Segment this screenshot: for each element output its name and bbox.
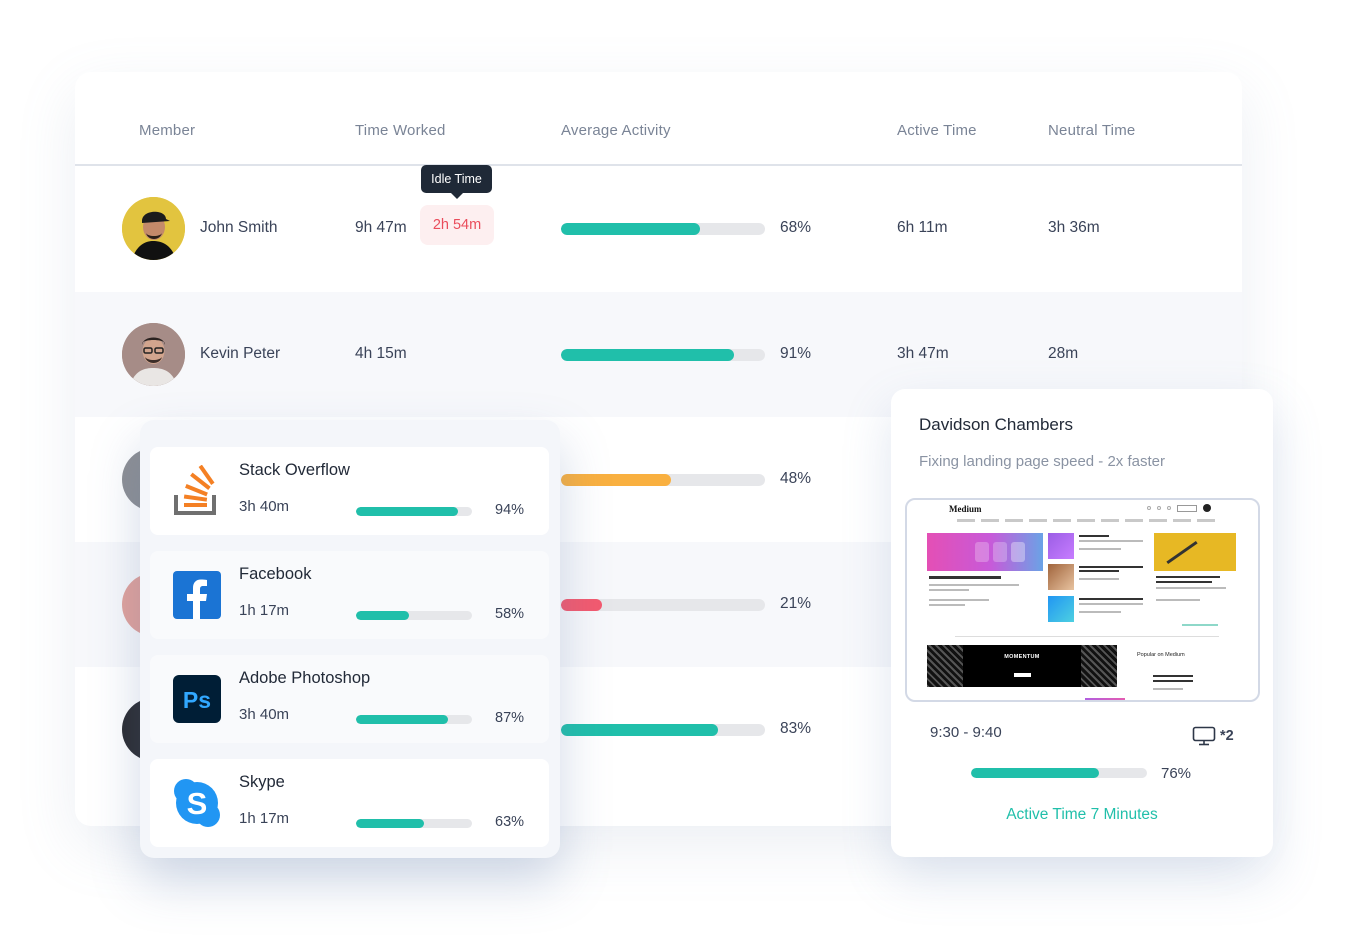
app-percent: 63% [495, 814, 525, 830]
avatar [122, 197, 185, 260]
active-time: 3h 47m [897, 345, 949, 362]
app-item-stack-overflow[interactable]: Stack Overflow 3h 40m 94% [150, 447, 549, 535]
svg-text:Ps: Ps [183, 687, 211, 713]
app-item-adobe-photoshop[interactable]: Ps Adobe Photoshop 3h 40m 87% [150, 655, 549, 743]
header-time-worked[interactable]: Time Worked [355, 122, 446, 139]
activity-percent: 83% [780, 720, 812, 737]
neutral-time: 3h 36m [1048, 219, 1100, 236]
preview-popular: Popular on Medium [1137, 652, 1185, 658]
stackoverflow-icon [172, 464, 222, 517]
activity-bar-fill [561, 349, 735, 361]
screenshot-task: Fixing landing page speed - 2x faster [919, 453, 1165, 470]
activity-bar [561, 223, 765, 235]
activity-bar [561, 599, 765, 611]
member-name[interactable]: John Smith [200, 219, 278, 236]
idle-time-tooltip: Idle Time [421, 165, 492, 199]
activity-percent: 21% [780, 595, 812, 612]
screenshot-activity-percent: 76% [1161, 765, 1192, 782]
app-activity-bar-fill [356, 715, 448, 724]
facebook-icon [172, 569, 222, 621]
app-activity-bar [356, 507, 472, 516]
neutral-time: 28m [1048, 345, 1079, 362]
avatar [122, 323, 185, 386]
screenshot-activity-bar [971, 768, 1147, 778]
app-time: 1h 17m [239, 810, 290, 827]
monitor-count-label: *2 [1220, 728, 1234, 744]
activity-bar-fill [561, 223, 700, 235]
time-worked: 9h 47m [355, 219, 407, 236]
app-name: Stack Overflow [239, 461, 350, 479]
activity-bar-fill [561, 724, 719, 736]
app-activity-bar-fill [356, 819, 425, 828]
active-time-link[interactable]: Active Time 7 Minutes [1006, 806, 1158, 823]
app-item-skype[interactable]: S Skype 1h 17m 63% [150, 759, 549, 847]
app-time: 1h 17m [239, 602, 290, 619]
preview-banner: MOMENTUM [927, 645, 1117, 687]
header-average-activity[interactable]: Average Activity [561, 122, 671, 139]
activity-bar-fill [561, 474, 672, 486]
app-activity-bar [356, 715, 472, 724]
activity-percent: 91% [780, 345, 812, 362]
app-activity-bar-fill [356, 611, 410, 620]
app-time: 3h 40m [239, 498, 290, 515]
activity-bar-fill [561, 599, 602, 611]
app-percent: 94% [495, 502, 525, 518]
screenshot-time-range: 9:30 - 9:40 [930, 724, 1002, 741]
app-percent: 87% [495, 710, 525, 726]
app-usage-panel: Stack Overflow 3h 40m 94% Facebook 1h 17… [140, 420, 560, 858]
monitor-count[interactable]: *2 [1192, 726, 1234, 746]
app-item-facebook[interactable]: Facebook 1h 17m 58% [150, 551, 549, 639]
app-time: 3h 40m [239, 706, 290, 723]
activity-bar [561, 349, 765, 361]
preview-hero-image [927, 533, 1043, 571]
app-name: Skype [239, 773, 285, 791]
idle-time-badge[interactable]: 2h 54m [420, 205, 494, 245]
activity-percent: 68% [780, 219, 812, 236]
skype-icon: S [172, 777, 222, 829]
preview-logo: Medium [949, 504, 982, 514]
header-neutral-time[interactable]: Neutral Time [1048, 122, 1136, 139]
app-percent: 58% [495, 606, 525, 622]
app-name: Adobe Photoshop [239, 669, 371, 687]
app-activity-bar [356, 611, 472, 620]
activity-bar [561, 474, 765, 486]
table-header: Member Time Worked Average Activity Acti… [75, 72, 1242, 166]
monitor-icon [1192, 726, 1216, 746]
app-name: Facebook [239, 565, 312, 583]
avatar-kevin-peter-icon [122, 323, 185, 386]
screenshot-preview[interactable]: Medium [905, 498, 1260, 702]
preview-yellow-image [1154, 533, 1236, 571]
photoshop-icon: Ps [172, 673, 222, 725]
screenshot-activity-bar-fill [971, 768, 1100, 778]
activity-percent: 48% [780, 470, 812, 487]
app-activity-bar-fill [356, 507, 459, 516]
table-row[interactable]: John Smith 9h 47m Idle Time 2h 54m 68% 6… [75, 165, 1242, 291]
activity-bar [561, 724, 765, 736]
svg-text:S: S [187, 786, 208, 821]
avatar-john-smith-icon [122, 197, 185, 260]
preview-top-icons [1147, 504, 1211, 512]
screenshot-member-name: Davidson Chambers [919, 415, 1074, 434]
member-name[interactable]: Kevin Peter [200, 345, 281, 362]
time-worked: 4h 15m [355, 345, 407, 362]
preview-nav [957, 519, 1217, 522]
active-time: 6h 11m [897, 219, 948, 236]
app-activity-bar [356, 819, 472, 828]
header-active-time[interactable]: Active Time [897, 122, 977, 139]
screenshot-card: Davidson Chambers Fixing landing page sp… [891, 389, 1273, 857]
header-member[interactable]: Member [139, 122, 196, 139]
